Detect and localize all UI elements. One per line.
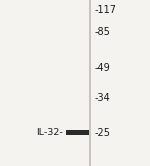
Text: IL-32-: IL-32-: [36, 128, 63, 137]
Bar: [66, 130, 88, 135]
Text: -34: -34: [94, 93, 110, 103]
Text: -85: -85: [94, 27, 110, 37]
Text: -49: -49: [94, 63, 110, 73]
Text: -25: -25: [94, 128, 111, 138]
Text: -117: -117: [94, 5, 117, 15]
